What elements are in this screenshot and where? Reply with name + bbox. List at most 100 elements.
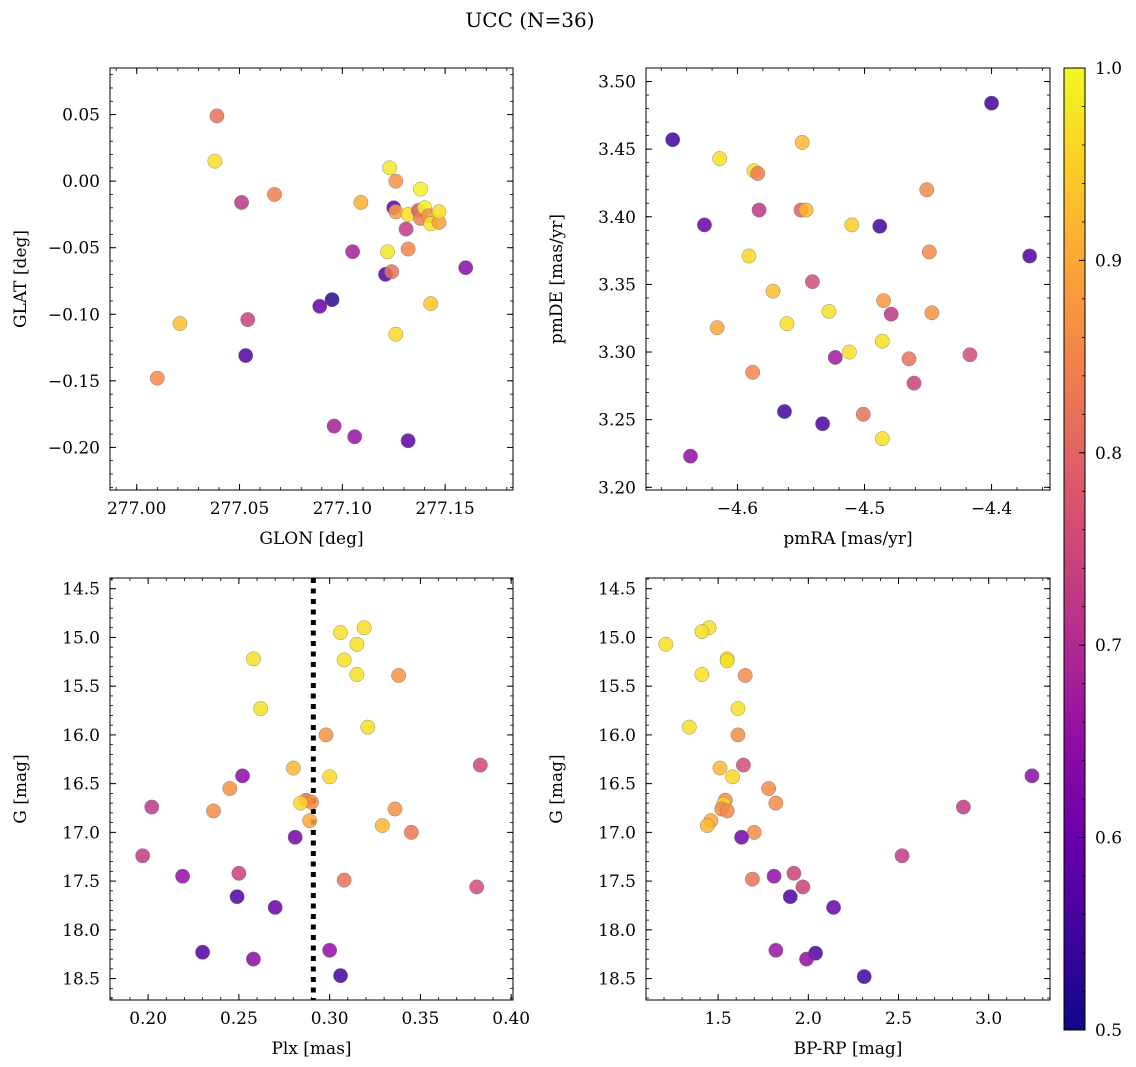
- points-bprp-g: [658, 620, 1040, 985]
- x-tick-label: 277.10: [313, 499, 372, 519]
- scatter-point: [413, 181, 428, 197]
- scatter-point: [821, 304, 837, 319]
- scatter-point: [398, 221, 414, 237]
- scatter-point: [253, 701, 269, 717]
- scatter-point: [360, 719, 376, 735]
- scatter-point: [238, 348, 254, 363]
- scatter-point: [231, 865, 247, 881]
- scatter-point: [175, 868, 191, 884]
- scatter-point: [841, 344, 857, 360]
- scatter-point: [149, 370, 165, 386]
- scatter-point: [786, 865, 802, 881]
- scatter-point: [658, 636, 674, 652]
- y-tick-label: 0.05: [62, 106, 100, 126]
- y-tick-label: −0.10: [48, 305, 100, 325]
- scatter-point: [730, 727, 746, 743]
- y-tick-label: 3.20: [598, 478, 636, 498]
- scatter-point: [349, 667, 365, 682]
- scatter-point: [322, 942, 338, 958]
- colorbar-tick-label: 0.9: [1095, 251, 1122, 271]
- scatter-point: [285, 760, 301, 776]
- x-tick-label: −4.6: [717, 499, 758, 519]
- scatter-point: [472, 757, 488, 773]
- y-tick-label: 18.5: [598, 970, 636, 990]
- scatter-point: [681, 719, 697, 735]
- y-tick-label: 16.0: [598, 726, 636, 746]
- x-tick-label: 3.0: [975, 1009, 1002, 1029]
- scatter-point: [855, 406, 871, 422]
- scatter-point: [795, 879, 811, 895]
- points-pmra-pmde: [665, 95, 1038, 464]
- scatter-point: [403, 824, 419, 840]
- y-tick-label: 15.0: [62, 628, 100, 648]
- scatter-point: [955, 799, 971, 815]
- panel-plx-g: 0.20 0.25 0.30 0.35 0.40 14.5 15.0 15.5 16.0 16.5…: [11, 577, 530, 1059]
- scatter-point: [423, 296, 439, 312]
- scatter-point: [333, 968, 348, 984]
- scatter-point: [665, 132, 681, 148]
- scatter-point: [324, 292, 340, 308]
- scatter-point: [206, 803, 221, 819]
- scatter-point: [382, 160, 398, 176]
- scatter-point: [815, 416, 831, 432]
- y-tick-label: 15.5: [598, 677, 636, 697]
- scatter-point: [751, 202, 767, 218]
- x-tick-label: 2.0: [795, 1009, 822, 1029]
- scatter-point: [287, 829, 303, 845]
- y-tick-label: 18.5: [62, 970, 100, 990]
- x-tick-label: −4.5: [844, 499, 885, 519]
- y-tick-label: 3.40: [598, 208, 636, 228]
- y-tick-label: 3.45: [598, 140, 636, 160]
- scatter-point: [874, 431, 890, 447]
- y-tick-label: −0.20: [48, 438, 100, 458]
- scatter-point: [349, 636, 365, 652]
- y-tick-label: 16.0: [62, 726, 100, 746]
- scatter-point: [347, 429, 363, 445]
- y-tick-label: 3.35: [598, 275, 636, 295]
- scatter-point: [745, 364, 761, 380]
- scatter-point: [336, 872, 352, 888]
- scatter-point: [356, 620, 372, 636]
- x-tick-label: 277.05: [210, 499, 269, 519]
- scatter-point: [919, 182, 935, 198]
- scatter-point: [901, 351, 917, 367]
- scatter-point: [245, 651, 261, 667]
- scatter-point: [730, 701, 746, 717]
- colorbar-tick-label: 1.0: [1095, 59, 1122, 79]
- scatter-point: [380, 244, 396, 260]
- y-tick-label: 16.5: [62, 775, 100, 795]
- y-tick-label: 16.5: [598, 775, 636, 795]
- y-axis-label: G [mag]: [11, 754, 31, 823]
- scatter-point: [207, 153, 223, 169]
- scatter-point: [777, 404, 792, 420]
- scatter-point: [782, 889, 798, 905]
- x-tick-label: 0.30: [311, 1009, 349, 1029]
- scatter-point: [293, 795, 309, 811]
- x-axis-label: GLON [deg]: [259, 529, 363, 549]
- x-axis-label: BP-RP [mag]: [794, 1039, 903, 1059]
- scatter-point: [431, 204, 447, 220]
- y-axis-label: GLAT [deg]: [11, 230, 31, 328]
- scatter-point: [984, 95, 1000, 111]
- y-tick-label: 15.0: [598, 628, 636, 648]
- scatter-point: [267, 899, 283, 915]
- y-tick-label: 0.00: [62, 172, 100, 192]
- panel-pmra-pmde: −4.6 −4.5 −4.4 3.20 3.25 3.30 3.35 3.40 3.45 3.50…: [547, 67, 1051, 549]
- scatter-point: [683, 448, 698, 464]
- scatter-point: [400, 241, 416, 257]
- scatter-point: [696, 217, 712, 233]
- axes-frame: [645, 577, 1051, 1001]
- scatter-point: [322, 769, 338, 785]
- scatter-point: [1022, 248, 1038, 264]
- x-tick-label: 2.5: [885, 1009, 912, 1029]
- scatter-point: [962, 347, 978, 363]
- scatter-point: [234, 195, 250, 210]
- scatter-point: [694, 667, 710, 682]
- panel-bprp-g: 1.5 2.0 2.5 3.0 14.5 15.0 15.5 16.0 16.5 17.0 17.5…: [547, 577, 1051, 1059]
- scatter-point: [798, 202, 814, 218]
- x-tick-label: 277.00: [107, 499, 166, 519]
- x-tick-label: 1.5: [705, 1009, 732, 1029]
- scatter-point: [799, 951, 814, 967]
- scatter-point: [741, 248, 757, 264]
- scatter-point: [735, 757, 751, 773]
